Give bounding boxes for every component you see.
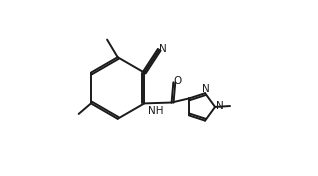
Text: N: N bbox=[216, 101, 223, 111]
Text: NH: NH bbox=[149, 106, 164, 116]
Text: N: N bbox=[202, 84, 210, 94]
Text: N: N bbox=[159, 44, 166, 54]
Text: O: O bbox=[174, 76, 182, 86]
